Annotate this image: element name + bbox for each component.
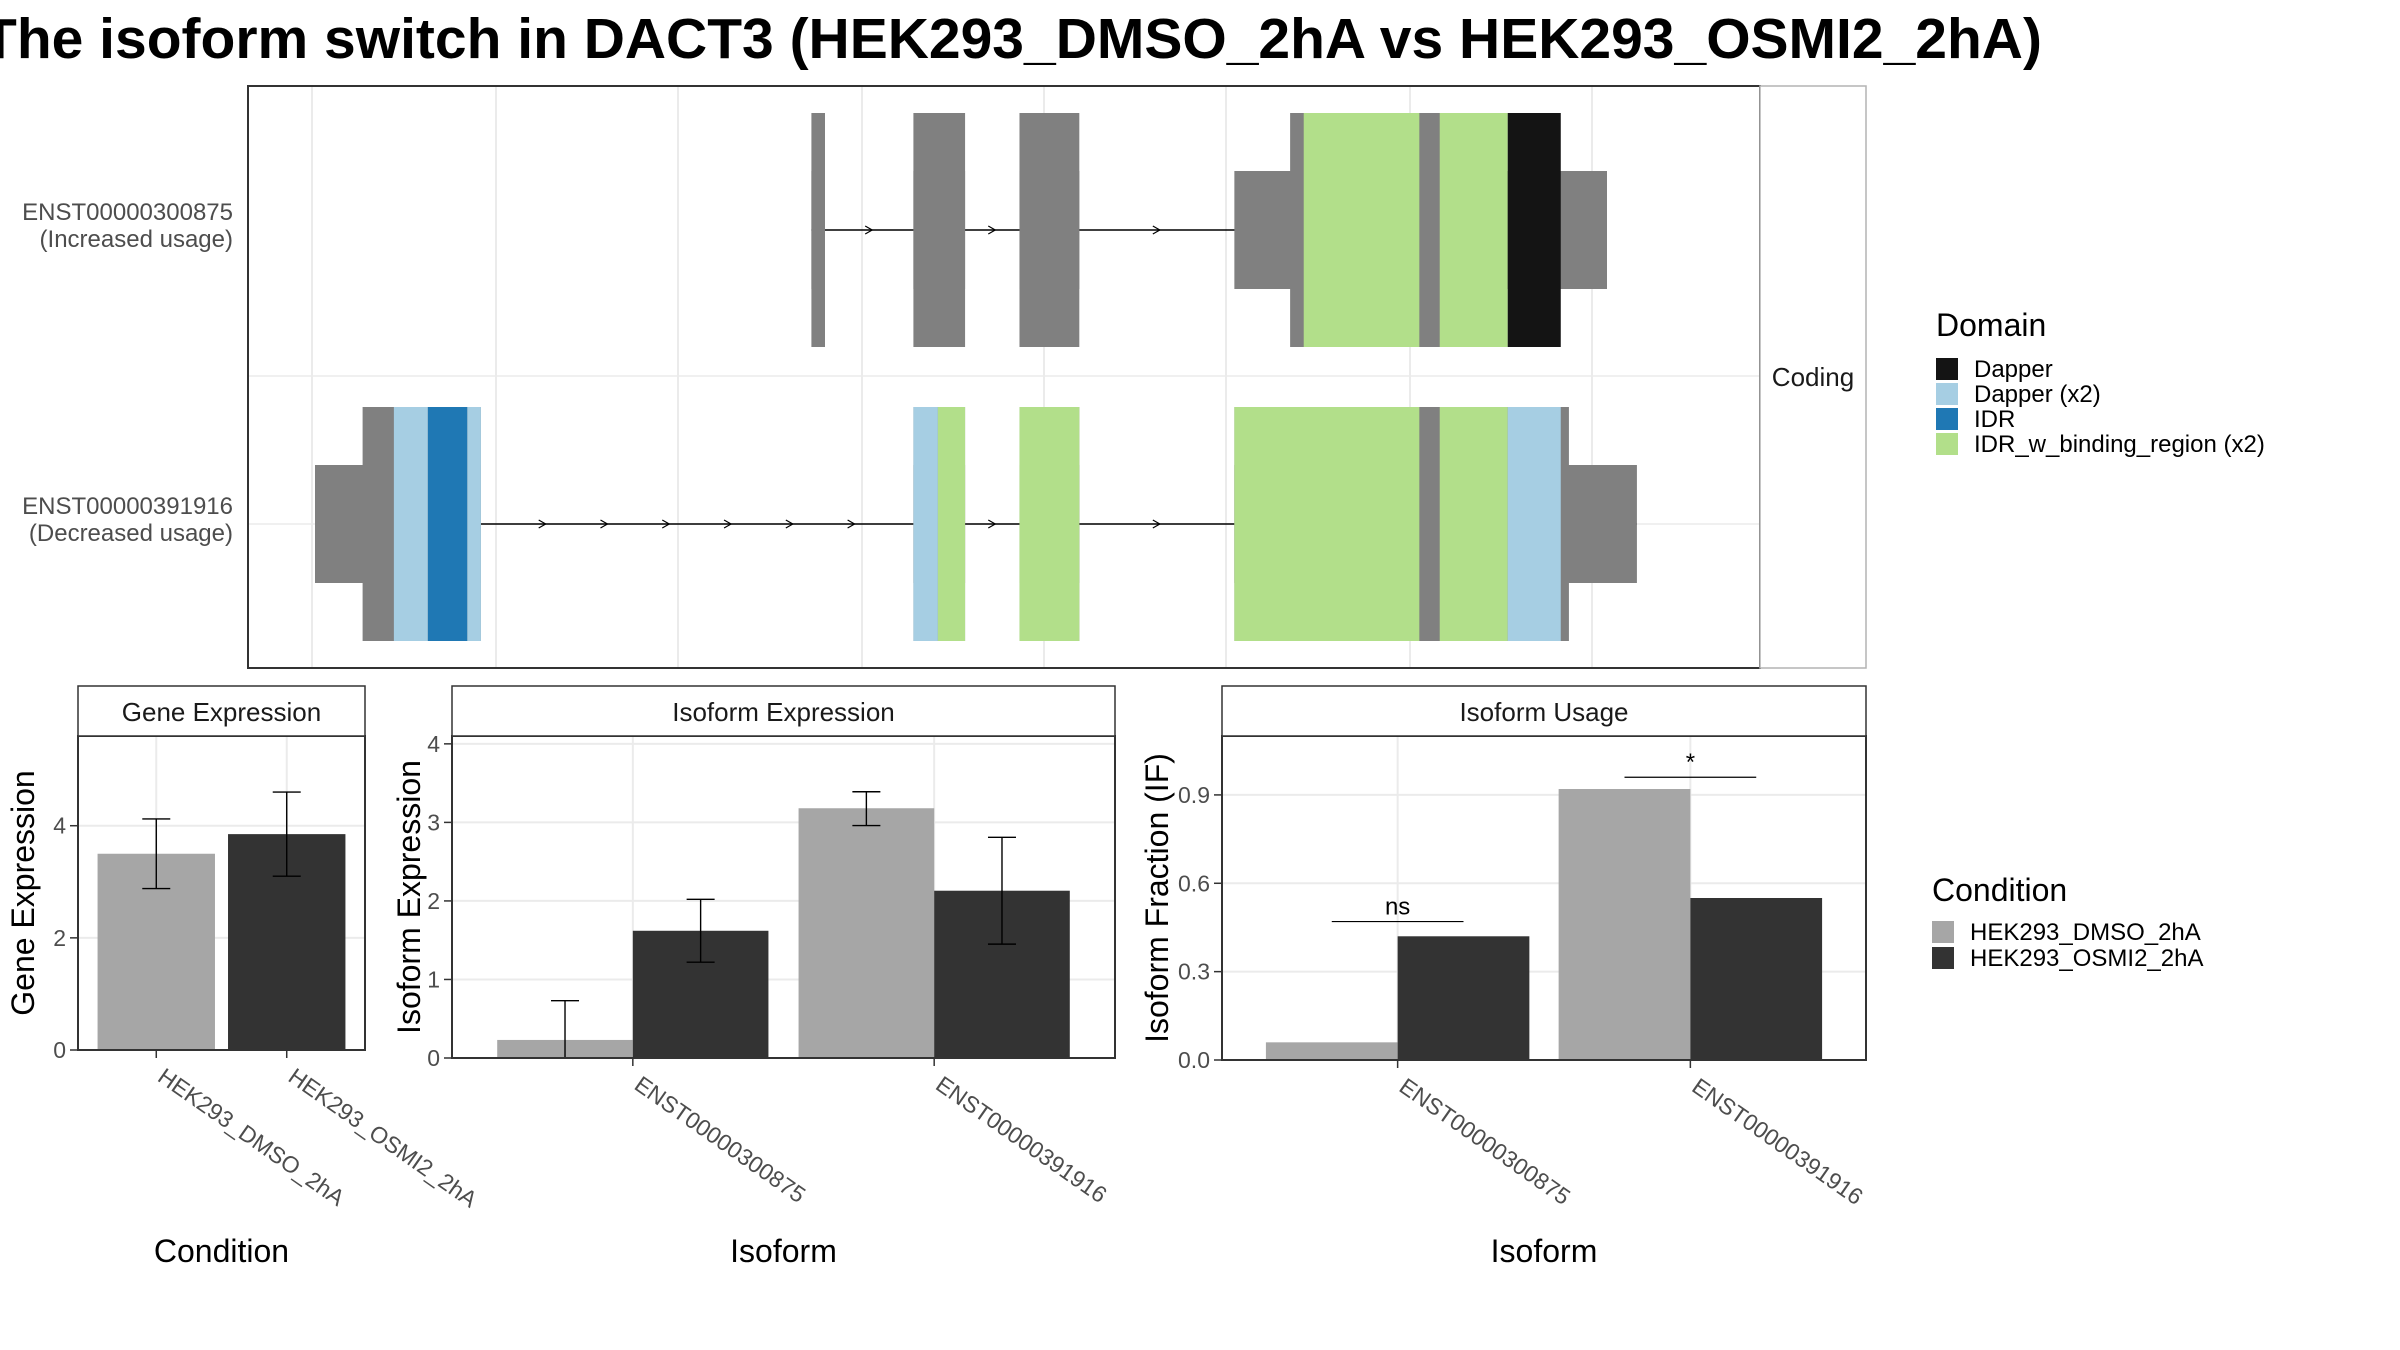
intron-arrow bbox=[600, 519, 609, 529]
transcript-label: ENST00000391916 bbox=[22, 493, 233, 520]
protein-domain bbox=[393, 407, 428, 641]
y-tick-label: 4 bbox=[427, 731, 440, 757]
domain-legend-label: Dapper (x2) bbox=[1974, 381, 2101, 408]
intron-arrow bbox=[987, 225, 997, 235]
intron-arrow bbox=[1152, 519, 1162, 529]
intron-arrow bbox=[785, 519, 795, 529]
intron-arrow bbox=[847, 519, 856, 529]
coding-exon bbox=[811, 113, 825, 347]
condition-legend-key bbox=[1932, 921, 1954, 943]
transcript-usage-label: (Decreased usage) bbox=[29, 520, 233, 547]
panel-strip-title: Gene Expression bbox=[122, 697, 321, 727]
y-tick-label: 0 bbox=[427, 1045, 440, 1071]
facet-strip-label: Coding bbox=[1772, 362, 1854, 392]
y-tick-label: 2 bbox=[427, 888, 440, 914]
domain-legend-key bbox=[1936, 433, 1958, 455]
coding-exon bbox=[1019, 113, 1080, 347]
y-axis-title: Gene Expression bbox=[5, 770, 41, 1015]
facet-strip bbox=[1759, 85, 1867, 669]
y-tick-label: 0.3 bbox=[1178, 959, 1210, 985]
transcript-usage-label: (Increased usage) bbox=[40, 226, 233, 253]
y-tick-label: 0.0 bbox=[1178, 1047, 1210, 1073]
intron-arrow bbox=[538, 519, 547, 529]
y-tick-label: 0.6 bbox=[1178, 870, 1210, 896]
condition-legend-key bbox=[1932, 947, 1954, 969]
protein-domain bbox=[1303, 113, 1420, 347]
panel-strip-title: Isoform Expression bbox=[672, 697, 895, 727]
figure-title: The isoform switch in DACT3 (HEK293_DMSO… bbox=[0, 7, 2042, 71]
domain-legend-label: IDR_w_binding_region (x2) bbox=[1974, 431, 2265, 458]
protein-domain bbox=[913, 407, 938, 641]
protein-domain bbox=[1234, 407, 1420, 641]
protein-domain bbox=[1439, 113, 1508, 347]
bar bbox=[1690, 898, 1823, 1060]
protein-domain bbox=[1507, 407, 1561, 641]
domain-legend-key bbox=[1936, 408, 1958, 430]
domain-legend-key bbox=[1936, 383, 1958, 405]
domain-legend-key bbox=[1936, 358, 1958, 380]
domain-legend-title: Domain bbox=[1936, 307, 2046, 343]
condition-legend-title: Condition bbox=[1932, 872, 2067, 908]
coding-exon bbox=[913, 113, 966, 347]
intron-arrow bbox=[864, 225, 874, 235]
transcript-label: ENST00000300875 bbox=[22, 199, 233, 226]
bar bbox=[1558, 789, 1691, 1060]
isoform-usage-panel: ns * Isoform Usage 0.0 0.3 0.6 0.9 ENST00000300… bbox=[1139, 685, 1868, 1269]
bar bbox=[798, 808, 935, 1058]
panel-strip bbox=[77, 685, 366, 737]
y-tick-label: 0 bbox=[53, 1037, 66, 1063]
panel-strip-title: Isoform Usage bbox=[1459, 697, 1628, 727]
y-tick-label: 0.9 bbox=[1178, 782, 1210, 808]
condition-legend-label: HEK293_OSMI2_2hA bbox=[1970, 945, 2203, 972]
intron-arrow bbox=[661, 519, 671, 529]
panel-strip bbox=[1221, 685, 1867, 737]
panel-strip bbox=[451, 685, 1116, 737]
x-tick-label: ENST00000391916 bbox=[1687, 1073, 1867, 1210]
bar bbox=[1397, 936, 1530, 1060]
significance-label: * bbox=[1686, 749, 1695, 776]
protein-domain bbox=[427, 407, 468, 641]
significance-label: ns bbox=[1385, 894, 1410, 921]
protein-domain bbox=[467, 407, 481, 641]
domain-legend-label: Dapper bbox=[1974, 356, 2053, 383]
x-tick-label: ENST00000300875 bbox=[1395, 1073, 1575, 1210]
protein-domain bbox=[1507, 113, 1561, 347]
condition-legend-label: HEK293_DMSO_2hA bbox=[1970, 919, 2201, 946]
intron-arrow bbox=[1152, 225, 1162, 235]
transcript-structure-panel: ENST00000300875(Increased usage) ENST0000… bbox=[22, 85, 1867, 669]
y-axis-title: Isoform Fraction (IF) bbox=[1139, 753, 1175, 1043]
x-axis-title: Isoform bbox=[1491, 1233, 1598, 1269]
y-axis-title: Isoform Expression bbox=[391, 760, 427, 1034]
protein-domain bbox=[937, 407, 966, 641]
domain-legend-label: IDR bbox=[1974, 406, 2015, 433]
intron-arrow bbox=[723, 519, 733, 529]
intron-arrow bbox=[987, 519, 997, 529]
y-tick-label: 1 bbox=[427, 966, 440, 992]
y-tick-label: 2 bbox=[53, 925, 66, 951]
x-axis-title: Isoform bbox=[730, 1233, 837, 1269]
protein-domain bbox=[1439, 407, 1508, 641]
x-tick-label: ENST00000391916 bbox=[931, 1071, 1111, 1208]
protein-domain bbox=[1019, 407, 1080, 641]
y-tick-label: 3 bbox=[427, 809, 440, 835]
y-tick-label: 4 bbox=[53, 813, 66, 839]
bar bbox=[1265, 1042, 1398, 1060]
x-axis-title: Condition bbox=[154, 1233, 289, 1269]
x-tick-label: ENST00000300875 bbox=[630, 1071, 810, 1208]
